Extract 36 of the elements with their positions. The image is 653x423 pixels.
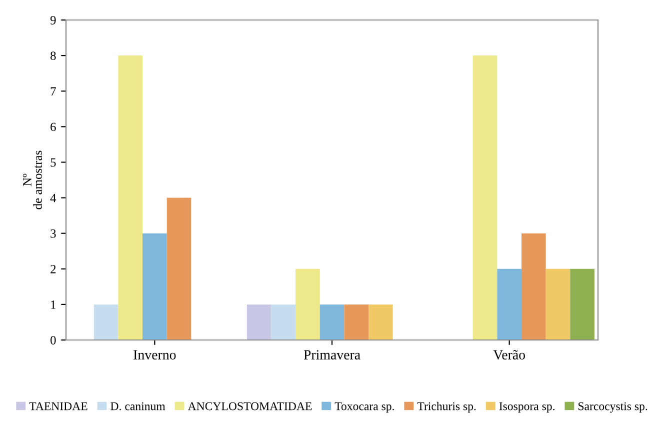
bar xyxy=(320,304,344,340)
legend-label: ANCYLOSTOMATIDAE xyxy=(188,402,312,410)
legend-label: Isospora sp. xyxy=(499,402,554,413)
bar xyxy=(570,268,594,340)
bar xyxy=(344,304,368,340)
bar xyxy=(118,56,143,340)
bar xyxy=(521,233,546,340)
y-tick-label: 9 xyxy=(50,16,56,24)
x-tick-label: Primavera xyxy=(304,350,360,360)
x-tick-label: Inverno xyxy=(134,350,176,360)
bar xyxy=(546,268,570,340)
y-tick-label: 4 xyxy=(50,194,56,202)
y-tick-label: 0 xyxy=(50,336,56,344)
bar xyxy=(271,304,296,340)
y-tick-label: 1 xyxy=(51,300,56,309)
bar xyxy=(472,56,498,340)
bar xyxy=(368,304,393,340)
y-tick-label: 7 xyxy=(50,87,56,96)
legend-label: Sarcocystis sp. xyxy=(578,402,648,413)
x-tick-label: Verão xyxy=(493,350,525,360)
bar xyxy=(94,304,118,340)
bar xyxy=(246,304,272,340)
bar xyxy=(497,268,522,340)
y-tick-label: 3 xyxy=(50,229,56,238)
bar xyxy=(166,198,192,340)
legend-label: D. caninum xyxy=(110,402,166,410)
legend-label: Toxocara sp. xyxy=(334,402,394,413)
legend-label: TAENIDAE xyxy=(29,402,88,410)
legend-label: Trichuris sp. xyxy=(417,402,476,413)
y-tick-label: 8 xyxy=(50,52,56,60)
bar xyxy=(296,268,320,340)
y-tick-label: 5 xyxy=(50,158,56,167)
bar xyxy=(142,233,167,340)
y-tick-label: 6 xyxy=(50,122,56,132)
y-axis-title: Nº de amostras xyxy=(23,150,42,210)
y-tick-label: 2 xyxy=(50,264,56,274)
